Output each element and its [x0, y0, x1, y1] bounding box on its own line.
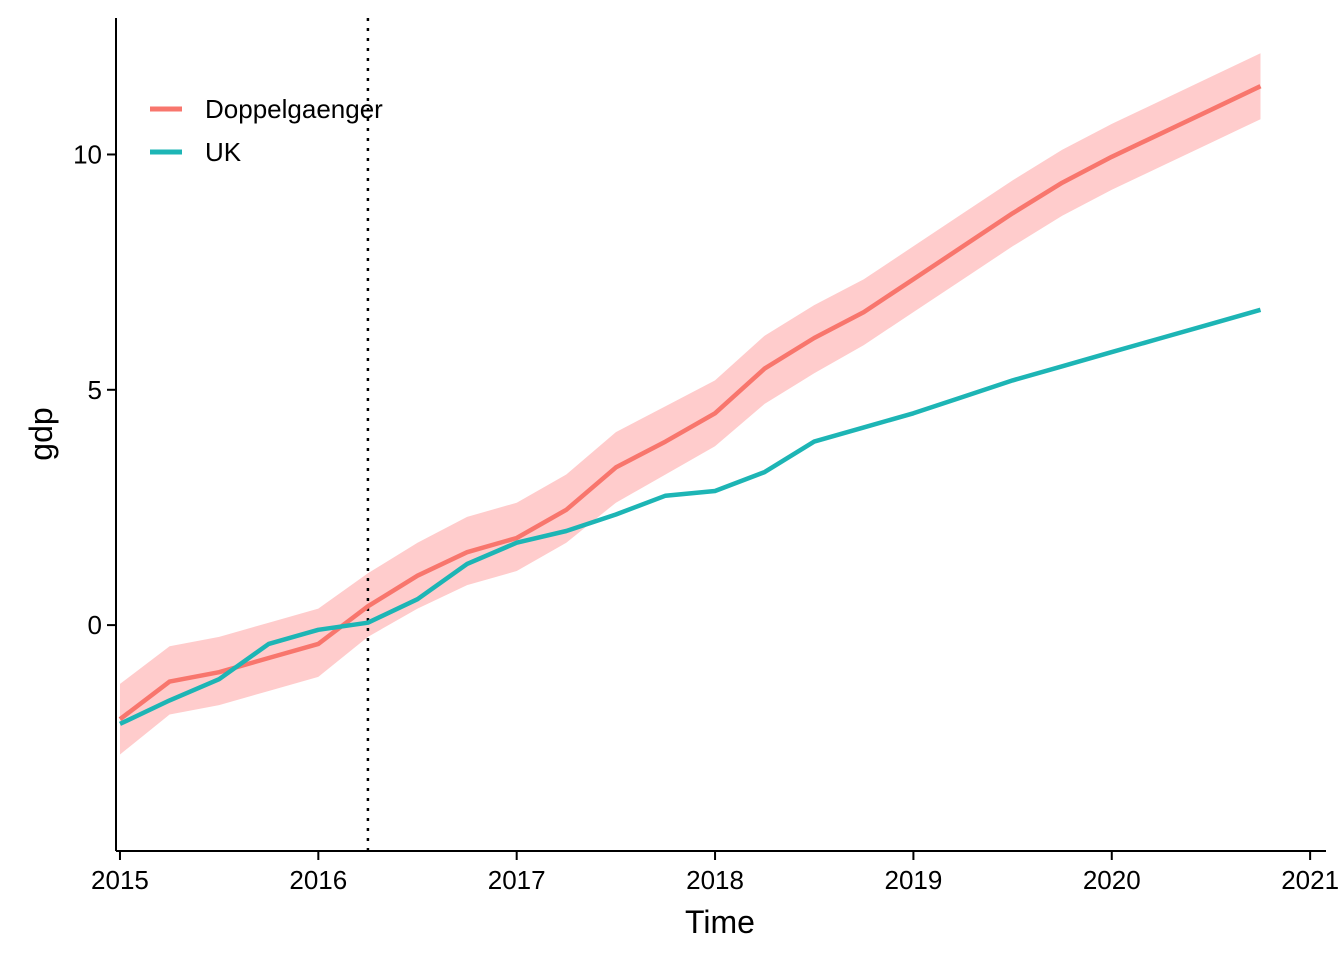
y-tick-label: 0: [88, 610, 102, 640]
series-line-1: [119, 307, 1262, 726]
x-tick-label: 2017: [488, 865, 546, 895]
confidence-band-0: [120, 53, 1261, 755]
y-axis-ticks: 0 5 10: [73, 139, 116, 640]
x-tick-label: 2020: [1083, 865, 1141, 895]
x-tick-label: 2016: [289, 865, 347, 895]
series-lines-layer: [118, 84, 1262, 726]
y-tick-label: 5: [88, 375, 102, 405]
x-axis-ticks: 2015 2016 2017 2018 2019 2020 2021: [91, 851, 1339, 895]
legend-label-1: UK: [205, 137, 242, 167]
x-axis-title: Time: [685, 904, 755, 940]
legend: Doppelgaenger UK: [150, 94, 383, 167]
x-tick-label: 2018: [686, 865, 744, 895]
y-axis-title: gdp: [23, 407, 59, 460]
confidence-band-layer: [120, 53, 1261, 755]
x-tick-label: 2019: [884, 865, 942, 895]
y-tick-label: 10: [73, 139, 102, 169]
legend-label-0: Doppelgaenger: [205, 94, 383, 124]
series-line-0: [118, 84, 1262, 721]
x-tick-label: 2015: [91, 865, 149, 895]
x-tick-label: 2021: [1281, 865, 1339, 895]
